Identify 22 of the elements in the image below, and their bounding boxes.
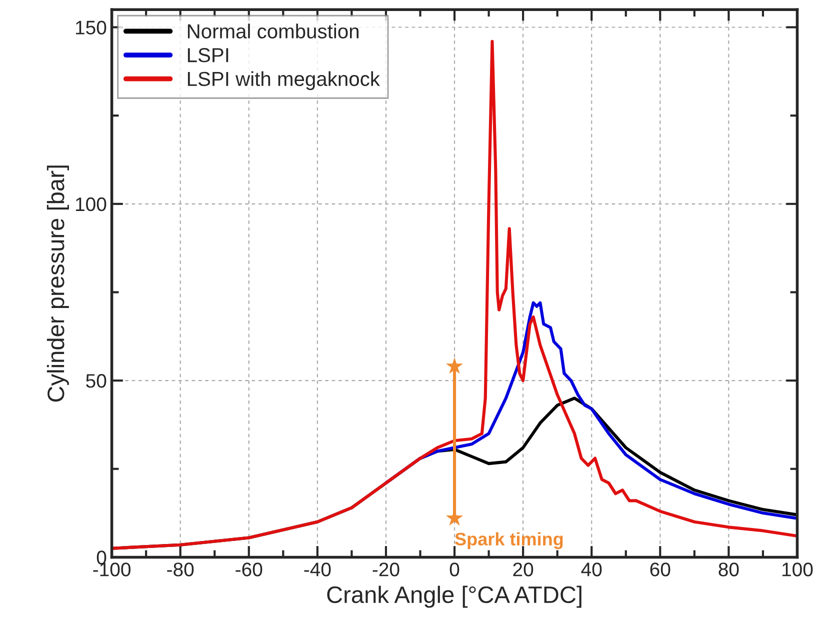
x-tick-label: -80 <box>167 562 194 576</box>
x-tick-label: -60 <box>236 562 262 576</box>
y-tick-label: 50 <box>86 374 106 388</box>
annotation: Spark timing <box>455 532 563 550</box>
x-tick-label: 60 <box>650 562 670 576</box>
x-tick-label: -20 <box>372 562 400 576</box>
y-tick-label: 100 <box>76 197 106 212</box>
x-tick-label: 20 <box>513 562 534 576</box>
x-tick-label: 40 <box>581 562 602 576</box>
line-series <box>112 40 798 550</box>
x-tick-label: -40 <box>304 562 331 576</box>
x-tick-label: 80 <box>718 562 739 576</box>
y-tick-label: 0 <box>96 550 106 564</box>
y-tick-label: 150 <box>76 20 106 34</box>
y-axis-title: Cylinder pressure [bar] <box>46 166 69 402</box>
x-tick-label: -100 <box>93 562 130 576</box>
legend-label: LSPI with megaknock <box>188 71 380 90</box>
legend-label: LSPI <box>188 48 228 62</box>
x-tick-label: 100 <box>782 562 813 576</box>
legend-label: Normal combustion <box>188 24 358 38</box>
x-axis-title: Crank Angle [°CA ATDC] <box>327 586 582 608</box>
x-tick-label: 0 <box>450 562 460 576</box>
